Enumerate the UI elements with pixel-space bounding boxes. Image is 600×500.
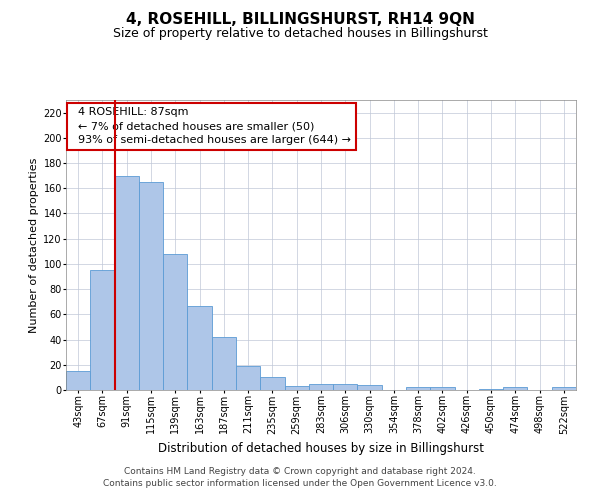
Bar (552, 388, 576, 390)
Bar (430, 388, 455, 390)
Text: Contains HM Land Registry data © Crown copyright and database right 2024.
Contai: Contains HM Land Registry data © Crown c… (103, 466, 497, 487)
Bar (139, 182, 163, 390)
Bar (358, 385, 382, 390)
Bar (66, 371, 90, 390)
Bar (260, 378, 284, 390)
Text: 4 ROSEHILL: 87sqm
  ← 7% of detached houses are smaller (50)
  93% of semi-detac: 4 ROSEHILL: 87sqm ← 7% of detached house… (71, 108, 351, 146)
Bar (503, 388, 527, 390)
Text: 4, ROSEHILL, BILLINGSHURST, RH14 9QN: 4, ROSEHILL, BILLINGSHURST, RH14 9QN (125, 12, 475, 28)
Bar (479, 388, 503, 390)
Bar (212, 337, 236, 390)
Bar (284, 386, 309, 390)
Bar (309, 384, 333, 390)
Bar (236, 366, 260, 390)
Bar (333, 384, 358, 390)
Bar (90, 270, 115, 390)
X-axis label: Distribution of detached houses by size in Billingshurst: Distribution of detached houses by size … (158, 442, 484, 455)
Bar (163, 254, 187, 390)
Bar (115, 176, 139, 390)
Bar (406, 388, 430, 390)
Text: Size of property relative to detached houses in Billingshurst: Size of property relative to detached ho… (113, 28, 487, 40)
Y-axis label: Number of detached properties: Number of detached properties (29, 158, 39, 332)
Bar (187, 306, 212, 390)
